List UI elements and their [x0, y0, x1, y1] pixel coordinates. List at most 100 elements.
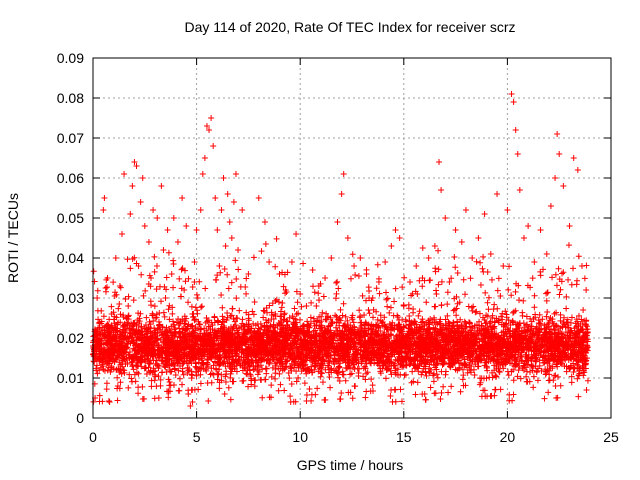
data-point: [281, 310, 288, 317]
data-point: [223, 368, 230, 375]
data-point: [573, 281, 580, 288]
data-point: [314, 385, 321, 392]
data-point: [125, 313, 132, 320]
data-point: [280, 283, 287, 290]
data-point: [261, 308, 268, 315]
data-point: [221, 266, 228, 273]
data-point: [169, 310, 176, 317]
data-point: [224, 271, 231, 278]
data-point: [520, 297, 527, 304]
data-point: [260, 329, 267, 336]
data-point: [202, 285, 209, 292]
data-point: [549, 274, 556, 281]
data-point: [368, 356, 375, 363]
data-point: [228, 279, 235, 286]
data-point: [241, 326, 248, 333]
data-point: [502, 308, 509, 315]
data-point: [218, 292, 225, 299]
data-point: [505, 372, 512, 379]
data-point: [211, 337, 218, 344]
data-point: [151, 268, 158, 275]
data-point: [527, 368, 534, 375]
data-point: [373, 308, 380, 315]
data-point: [481, 316, 488, 323]
data-point: [318, 360, 325, 367]
y-tick-label: 0.05: [57, 210, 84, 226]
data-point: [426, 320, 433, 327]
data-point: [186, 366, 193, 373]
data-point: [229, 378, 236, 385]
data-point: [203, 327, 210, 334]
data-point: [402, 371, 409, 378]
data-point: [566, 365, 573, 372]
data-point: [545, 389, 552, 396]
data-point: [445, 389, 452, 396]
data-point: [240, 357, 247, 364]
data-point: [306, 385, 313, 392]
data-point: [176, 275, 183, 282]
data-point: [157, 382, 164, 389]
data-point: [401, 274, 408, 281]
data-point: [281, 387, 288, 394]
data-point: [493, 365, 500, 372]
data-point: [139, 395, 146, 402]
data-point: [374, 316, 381, 323]
data-point: [337, 306, 344, 313]
data-point: [574, 375, 581, 382]
data-point: [387, 393, 394, 400]
data-point: [259, 394, 266, 401]
data-point: [218, 371, 225, 378]
data-point: [447, 364, 454, 371]
data-point: [547, 344, 554, 351]
data-point: [430, 370, 437, 377]
data-point: [270, 348, 277, 355]
data-point: [344, 317, 351, 324]
data-point: [490, 356, 497, 363]
data-point: [93, 362, 100, 369]
data-point: [215, 371, 222, 378]
data-point: [436, 318, 443, 325]
data-point: [157, 376, 164, 383]
data-point: [432, 268, 439, 275]
data-point: [295, 374, 302, 381]
data-point: [432, 303, 439, 310]
data-point: [266, 349, 273, 356]
data-point: [245, 321, 252, 328]
data-point: [392, 398, 399, 405]
data-point: [170, 284, 177, 291]
data-point: [509, 318, 516, 325]
data-point: [229, 356, 236, 363]
data-point: [523, 313, 530, 320]
y-tick-label: 0.06: [57, 170, 84, 186]
data-point: [464, 369, 471, 376]
data-point: [529, 337, 536, 344]
data-point: [95, 325, 102, 332]
data-point: [245, 361, 252, 368]
data-point: [327, 314, 334, 321]
data-point: [158, 369, 165, 376]
data-point: [583, 323, 590, 330]
data-point: [537, 268, 544, 275]
data-point: [92, 329, 99, 336]
data-point: [103, 284, 110, 291]
data-point: [282, 290, 289, 297]
data-point: [342, 313, 349, 320]
data-point: [268, 316, 275, 323]
data-point: [257, 320, 264, 327]
data-point: [445, 320, 452, 327]
data-point: [128, 338, 135, 345]
data-point: [444, 348, 451, 355]
data-point: [318, 370, 325, 377]
data-point: [327, 384, 334, 391]
data-point: [426, 369, 433, 376]
data-point: [374, 261, 381, 268]
data-point: [398, 398, 405, 405]
data-point: [176, 325, 183, 332]
data-point: [465, 303, 472, 310]
data-point: [130, 366, 137, 373]
data-point: [434, 374, 441, 381]
data-point: [128, 359, 135, 366]
data-point: [161, 283, 168, 290]
data-point: [356, 307, 363, 314]
data-point: [383, 296, 390, 303]
